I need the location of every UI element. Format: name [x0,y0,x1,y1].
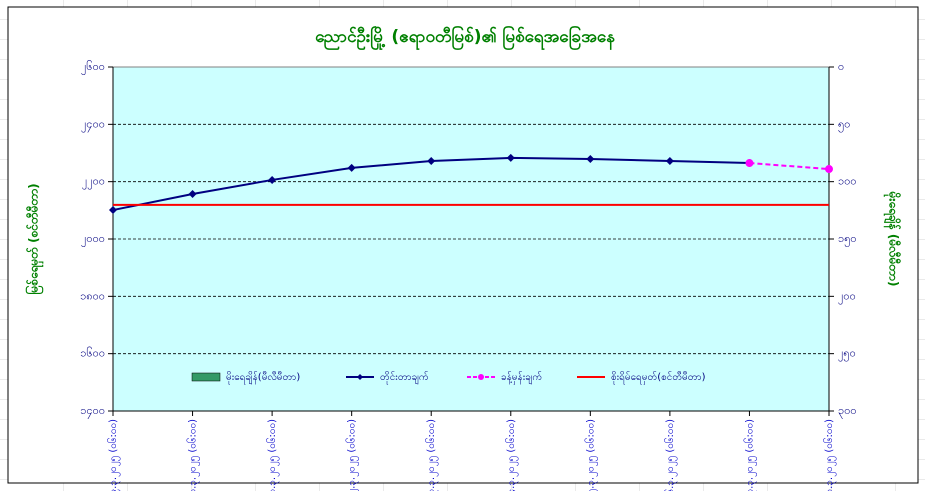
x-tick-label: ၁၅.၃.၂၀၂၅ (၀၆:၀၀) [583,419,598,491]
x-tick-label: ၁၃.၃.၂၀၂၅ (၀၆:၀၀) [424,419,439,491]
legend-label: ခန့်မှန်းချက် [501,370,542,385]
x-tick-label: ၁၈.၃.၂၀၂၅ (၀၆:၀၀) [822,419,837,491]
y-axis-label: မြစ်ရေမှတ် (စင်တီမီတာ) [24,183,45,294]
y2-tick-label: ၂၀၀ [838,289,856,304]
point [745,159,754,168]
y-tick-label: ၂၆၀၀ [81,60,105,75]
legend-label: တိုင်းတာချက် [380,370,429,385]
y2-tick-label: ၂၅၀ [838,347,856,362]
y2-tick-label: ၁၅၀ [838,232,857,247]
series-line [749,162,830,171]
point [665,157,674,166]
y2-tick-label: ၃၀၀ [838,404,857,419]
legend-swatch [191,372,221,382]
y-tick-label: ၂၂၀၀ [82,175,105,190]
y-tick-label: ၂၀၀၀ [81,232,105,247]
point [586,155,595,164]
y2-tick-label: ၁၀၀ [838,175,857,188]
y2-tick-label: ၀ [838,60,844,73]
point [347,163,356,172]
y-tick-label: ၂၄၀၀ [81,117,105,132]
x-tick-label: ၉.၃.၂၀၂၅ (၀၆:၀၀) [106,419,121,491]
x-tick-label: ၁၁.၃.၂၀၂၅ (၀၆:၀၀) [265,419,280,491]
x-tick-label: ၁၆.၃.၂၀၂၅ (၀၆:၀၀) [663,419,678,491]
legend-marker [478,374,484,380]
point [188,189,197,198]
y2-tick-label: ၅၀ [838,117,850,132]
x-tick-label: ၁၀.၃.၂၀၂၅ (၀၆:၀၀) [186,419,201,491]
y-tick-label: ၁၄၀၀ [80,404,105,419]
y-tick-label: ၁၈၀၀ [80,289,105,302]
y2-axis-label: မိုးရေချိန် (မီလီမီတာ) [883,191,903,287]
point [109,206,117,215]
legend-marker [357,374,363,380]
x-tick-label: ၁၂.၃.၂၀၂၅ (၀၆:၀၀) [345,419,360,491]
point [825,165,833,174]
y-tick-label: ၁၆၀၀ [80,347,105,360]
point [427,157,436,166]
legend-label: စိုးရိမ်ရေမှတ်(စင်တီမီတာ) [611,370,706,385]
chart-title: ညောင်ဦးမြို့ (ဧရာဝတီမြစ်)၏ မြစ်ရေအခြေအနေ [315,24,615,51]
point [268,175,277,184]
x-tick-label: ၁၄.၃.၂၀၂၅ (၀၆:၀၀) [504,419,519,491]
legend-label: မိုးရေချိန်(မီလီမီတာ) [226,370,300,385]
point [506,153,515,162]
x-tick-label: ၁၇.၃.၂၀၂၅ (၀၆:၀၀) [742,419,757,491]
